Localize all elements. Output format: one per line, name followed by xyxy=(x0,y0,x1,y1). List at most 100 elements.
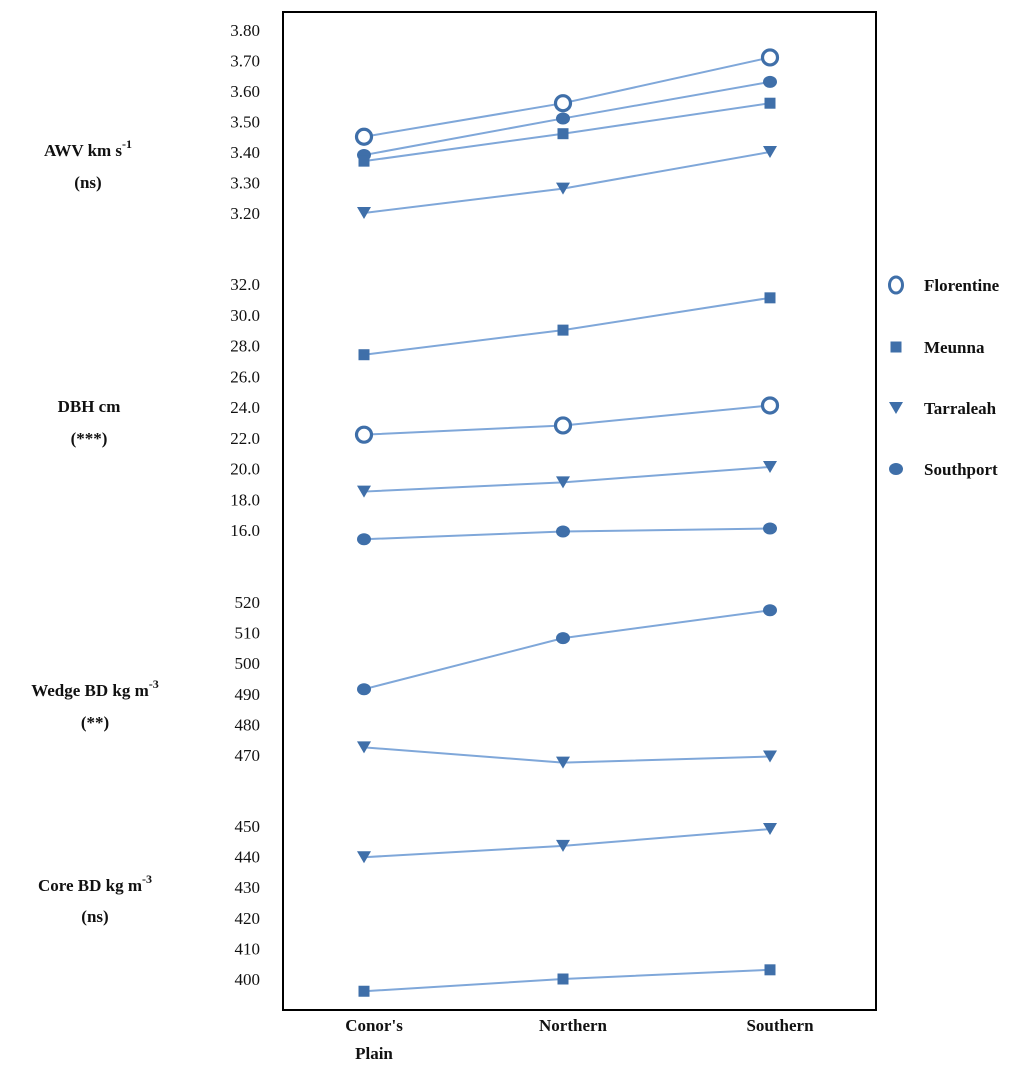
series-line xyxy=(363,609,771,691)
y-tick-label: 3.20 xyxy=(230,204,260,223)
data-point-tarraleah-northern xyxy=(556,839,570,852)
y-tick-label: 440 xyxy=(235,848,261,867)
data-point-meunna-northern xyxy=(557,324,569,336)
y-tick-label: 400 xyxy=(235,970,261,989)
data-point-florentine-southern xyxy=(760,48,780,67)
data-point-southport-northern xyxy=(556,632,570,645)
y-tick-label: 28.0 xyxy=(230,337,260,356)
panel-label-dbh: DBH cm xyxy=(58,397,121,416)
data-point-southport-southern xyxy=(763,75,777,88)
data-point-florentine-southern xyxy=(760,396,780,415)
series-wedge-southport xyxy=(357,604,777,696)
legend-label: Meunna xyxy=(924,338,985,357)
y-tick-label: 450 xyxy=(235,817,261,836)
y-tick-label: 470 xyxy=(235,746,261,765)
panel-label-core: Core BD kg m-3 xyxy=(38,872,152,895)
series-wedge-tarraleah xyxy=(357,741,777,769)
data-point-meunna-southern xyxy=(764,292,776,304)
x-category-label-southern: Southern xyxy=(746,1016,814,1035)
data-point-southport-northern xyxy=(556,525,570,538)
legend: Florentine Meunna Tarraleah Southport xyxy=(888,275,1000,479)
plot-frame xyxy=(282,11,877,1011)
data-point-southport-southern xyxy=(763,604,777,617)
data-point-southport-southern xyxy=(763,522,777,535)
legend-item-tarraleah: Tarraleah xyxy=(889,399,997,418)
data-point-tarraleah-southern xyxy=(763,146,777,158)
data-point-meunna-southern xyxy=(764,97,776,109)
legend-item-southport: Southport xyxy=(889,460,998,479)
y-tick-label: 480 xyxy=(235,715,261,734)
panel-label-wedge: Wedge BD kg m-3 xyxy=(31,677,159,700)
data-point-florentine-conor-s-plain xyxy=(354,127,374,146)
legend-label: Florentine xyxy=(924,276,1000,295)
data-point-tarraleah-southern xyxy=(763,823,777,836)
data-point-tarraleah-southern xyxy=(763,460,777,473)
legend-item-meunna: Meunna xyxy=(890,338,985,357)
y-tick-label: 24.0 xyxy=(230,398,260,417)
data-point-southport-conor-s-plain xyxy=(357,683,371,696)
y-tick-label: 18.0 xyxy=(230,490,260,509)
data-point-florentine-northern xyxy=(553,94,573,113)
series-dbh-southport xyxy=(357,522,777,546)
data-point-meunna-conor-s-plain xyxy=(358,985,370,997)
y-tick-label: 410 xyxy=(235,939,261,958)
data-point-meunna-northern xyxy=(557,128,569,140)
y-tick-label: 510 xyxy=(235,624,261,643)
series-dbh-florentine xyxy=(354,396,780,444)
data-point-tarraleah-conor-s-plain xyxy=(357,485,371,498)
panel-core: 450 440 430 420 410 400 Core BD kg m-3 (ns) xyxy=(38,817,777,997)
data-point-tarraleah-northern xyxy=(556,182,570,195)
panel-significance-wedge: (**) xyxy=(81,713,109,732)
y-tick-label: 520 xyxy=(235,593,261,612)
series-awv-florentine xyxy=(354,48,780,146)
data-point-southport-northern xyxy=(556,112,570,125)
y-tick-label: 430 xyxy=(235,878,261,897)
data-point-meunna-southern xyxy=(764,964,776,976)
legend-item-florentine: Florentine xyxy=(888,275,1000,295)
legend-label: Tarraleah xyxy=(924,399,997,418)
y-tick-label: 490 xyxy=(235,685,261,704)
panel-awv: 3.80 3.70 3.60 3.50 3.40 3.30 3.20 AWV km s-1 (n… xyxy=(44,21,780,223)
data-point-meunna-conor-s-plain xyxy=(358,155,370,167)
data-point-tarraleah-conor-s-plain xyxy=(357,207,371,219)
data-point-tarraleah-northern xyxy=(556,756,570,769)
y-tick-label: 22.0 xyxy=(230,429,260,448)
y-tick-label: 420 xyxy=(235,909,261,928)
data-point-meunna-conor-s-plain xyxy=(358,349,370,361)
x-category-label-conor-s-plain: Conor's Plain xyxy=(345,1016,403,1063)
series-core-meunna xyxy=(358,964,776,997)
series-core-tarraleah xyxy=(357,823,777,864)
legend-marker xyxy=(888,275,904,295)
y-tick-label: 500 xyxy=(235,654,261,673)
y-tick-label: 16.0 xyxy=(230,521,260,540)
series-awv-tarraleah xyxy=(357,146,777,219)
y-tick-label: 3.80 xyxy=(230,21,260,40)
data-point-florentine-northern xyxy=(553,416,573,435)
y-tick-label: 3.40 xyxy=(230,143,260,162)
series-awv-meunna xyxy=(358,97,776,167)
y-tick-label: 3.30 xyxy=(230,174,260,193)
legend-marker xyxy=(889,463,903,475)
panel-significance-dbh: (***) xyxy=(71,429,108,448)
data-point-tarraleah-conor-s-plain xyxy=(357,741,371,754)
panel-dbh: 32.0 30.0 28.0 26.0 24.0 22.0 20.0 18.0 16.0 DBH … xyxy=(58,275,780,546)
y-tick-label: 3.70 xyxy=(230,52,260,71)
panel-label-awv: AWV km s-1 xyxy=(44,137,132,160)
y-tick-label: 20.0 xyxy=(230,460,260,479)
data-point-tarraleah-southern xyxy=(763,750,777,763)
x-category-label-northern: Northern xyxy=(539,1016,608,1035)
data-point-meunna-northern xyxy=(557,973,569,985)
series-dbh-tarraleah xyxy=(357,460,777,498)
legend-label: Southport xyxy=(924,460,998,479)
data-point-florentine-conor-s-plain xyxy=(354,425,374,444)
y-tick-label: 3.60 xyxy=(230,82,260,101)
legend-marker xyxy=(890,341,902,353)
legend-marker xyxy=(889,402,903,414)
y-tick-label: 26.0 xyxy=(230,367,260,386)
panel-significance-awv: (ns) xyxy=(74,173,101,192)
data-point-tarraleah-northern xyxy=(556,476,570,489)
data-point-southport-conor-s-plain xyxy=(357,533,371,546)
y-tick-label: 30.0 xyxy=(230,306,260,325)
